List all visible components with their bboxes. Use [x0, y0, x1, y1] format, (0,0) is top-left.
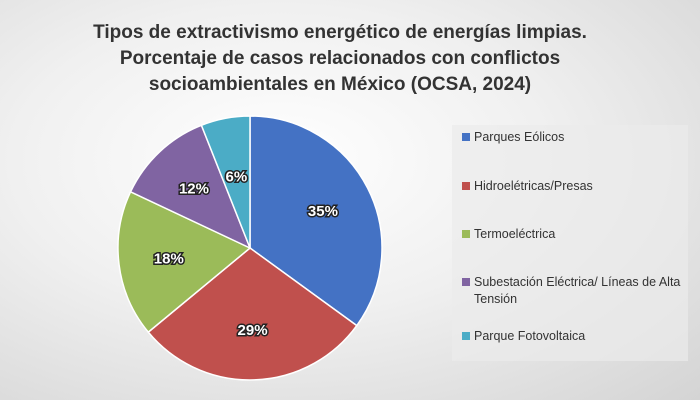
chart-title: Tipos de extractivismo energético de ene…	[60, 20, 620, 98]
legend-label: Termoeléctrica	[474, 227, 556, 241]
legend-item: Parques Eólicos	[462, 129, 684, 146]
legend-swatch	[462, 133, 470, 141]
data-label: 6%	[226, 169, 248, 186]
legend-swatch	[462, 182, 470, 190]
pie-slice	[129, 124, 252, 250]
legend-item: Termoeléctrica	[462, 226, 684, 243]
legend-label: Subestación Eléctrica/ Líneas de Alta Te…	[474, 275, 681, 306]
legend: Parques Eólicos Hidroelétricas/Presas Term…	[452, 125, 688, 361]
title-line-2: Porcentaje de casos relacionados con con…	[119, 48, 561, 69]
title-line-1: Tipos de extractivismo energético de ene…	[93, 22, 587, 43]
legend-item: Parque Fotovoltaica	[462, 328, 684, 345]
legend-swatch	[462, 278, 470, 286]
legend-item: Subestación Eléctrica/ Líneas de Alta Te…	[462, 274, 684, 308]
pie-slice	[117, 190, 252, 334]
data-label: 18%	[154, 250, 184, 267]
data-label: 35%	[308, 203, 338, 220]
legend-swatch	[462, 230, 470, 238]
legend-label: Hidroelétricas/Presas	[474, 179, 593, 193]
pie-slice	[147, 247, 358, 381]
legend-swatch	[462, 332, 470, 340]
data-label: 12%	[179, 180, 209, 197]
title-line-3: socioambientales en México (OCSA, 2024)	[148, 74, 532, 95]
legend-item: Hidroelétricas/Presas	[462, 178, 684, 195]
pie-slice	[249, 115, 383, 327]
data-label: 29%	[238, 322, 268, 339]
legend-label: Parque Fotovoltaica	[474, 329, 586, 343]
legend-label: Parques Eólicos	[474, 130, 565, 144]
pie-slice	[200, 115, 251, 249]
